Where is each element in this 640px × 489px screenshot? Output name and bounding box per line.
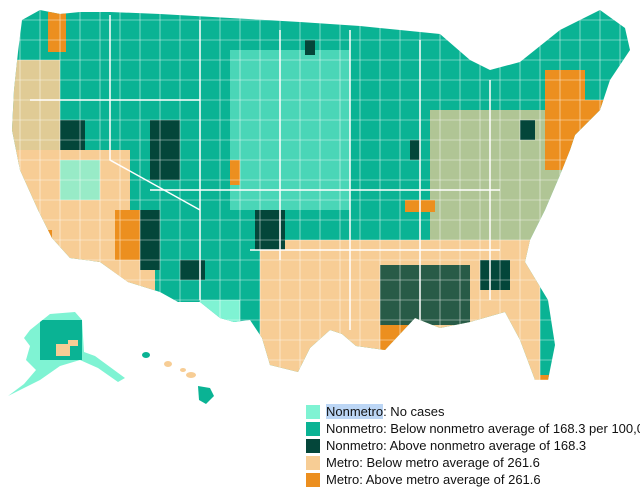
legend-swatch xyxy=(306,421,320,436)
legend-label: Metro: Below metro average of 261.6 xyxy=(326,454,540,470)
legend-label-highlighted: Nonmetro xyxy=(326,403,384,419)
legend-item-nonmetro-below: Nonmetro: Below nonmetro average of 168.… xyxy=(306,420,640,437)
legend-label: Nonmetro: Below nonmetro average of 168.… xyxy=(326,420,640,436)
legend-swatch xyxy=(306,438,320,453)
legend-label: Metro: Above metro average of 261.6 xyxy=(326,471,541,487)
legend-item-nonmetro-no-cases: Nonmetro: No cases xyxy=(306,403,640,420)
legend-swatch xyxy=(306,455,320,470)
legend-item-metro-below: Metro: Below metro average of 261.6 xyxy=(306,454,640,471)
legend-item-nonmetro-above: Nonmetro: Above nonmetro average of 168.… xyxy=(306,437,640,454)
alaska-counties xyxy=(8,312,125,396)
legend-swatch xyxy=(306,404,320,419)
hawaii-counties xyxy=(142,352,214,404)
contiguous-us-counties xyxy=(12,10,630,380)
map-legend: Nonmetro: No cases Nonmetro: Below nonme… xyxy=(306,403,640,488)
legend-label: Nonmetro: Above nonmetro average of 168.… xyxy=(326,437,587,453)
legend-item-metro-above: Metro: Above metro average of 261.6 xyxy=(306,471,640,488)
legend-swatch xyxy=(306,472,320,487)
